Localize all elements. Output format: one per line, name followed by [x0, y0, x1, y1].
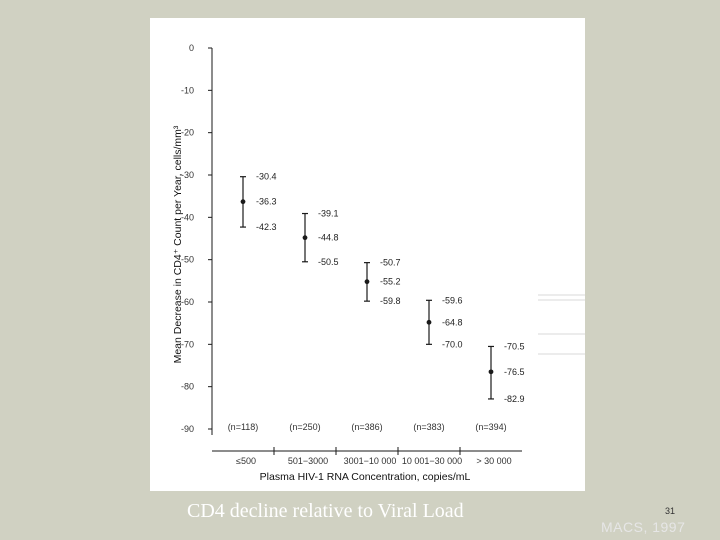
mean-value-label: -76.5: [504, 367, 525, 377]
y-axis-title: Mean Decrease in CD4⁺ Count per Year, ce…: [172, 125, 184, 363]
x-category-label: ≤500: [236, 456, 256, 466]
x-category-label: > 30 000: [476, 456, 511, 466]
upper-value-label: -50.7: [380, 258, 401, 268]
upper-value-label: -59.6: [442, 295, 463, 305]
lower-value-label: -70.0: [442, 339, 463, 349]
mean-value-label: -44.8: [318, 233, 339, 243]
chart: 0 -10 -20 -30 -40 -50 -60 -70 -80 -90 Mean Decreas…: [172, 43, 585, 483]
n-label: (n=386): [351, 422, 382, 432]
lower-value-label: -82.9: [504, 394, 525, 404]
upper-value-label: -30.4: [256, 172, 277, 182]
mean-value-label: -64.8: [442, 317, 463, 327]
slide-number: 31: [665, 506, 676, 516]
n-label: (n=250): [289, 422, 320, 432]
upper-value-label: -39.1: [318, 209, 339, 219]
slide-caption: CD4 decline relative to Viral Load: [187, 500, 464, 522]
x-category-label: 501−3000: [288, 456, 328, 466]
data-point: [302, 235, 308, 241]
x-category-label: 3001−10 000: [344, 456, 397, 466]
data-point: [364, 279, 370, 285]
lower-value-label: -59.8: [380, 296, 401, 306]
y-tick-label: -30: [181, 170, 194, 180]
y-tick-label: -80: [181, 382, 194, 392]
mean-value-label: -55.2: [380, 277, 401, 287]
y-tick-label: -10: [181, 85, 194, 95]
y-tick-label: -70: [181, 339, 194, 349]
x-axis-title: Plasma HIV-1 RNA Concentration, copies/m…: [260, 471, 471, 483]
y-tick-label: -90: [181, 424, 194, 434]
n-label: (n=383): [413, 422, 444, 432]
y-tick-label: -20: [181, 128, 194, 138]
source-note: MACS, 1997: [601, 519, 686, 535]
data-point: [426, 319, 432, 325]
upper-value-label: -70.5: [504, 341, 525, 351]
mean-value-label: -36.3: [256, 197, 277, 207]
n-label: (n=118): [228, 422, 259, 432]
y-tick-label: -40: [181, 212, 194, 222]
y-tick-label: -50: [181, 255, 194, 265]
n-label: (n=394): [475, 422, 506, 432]
lower-value-label: -42.3: [256, 222, 277, 232]
data-point: [488, 369, 494, 375]
x-category-label: 10 001−30 000: [402, 456, 462, 466]
chart-panel: 0 -10 -20 -30 -40 -50 -60 -70 -80 -90 Mean Decreas…: [150, 18, 585, 491]
y-tick-label: 0: [189, 43, 194, 53]
y-tick-label: -60: [181, 297, 194, 307]
data-point: [240, 199, 246, 205]
lower-value-label: -50.5: [318, 257, 339, 267]
